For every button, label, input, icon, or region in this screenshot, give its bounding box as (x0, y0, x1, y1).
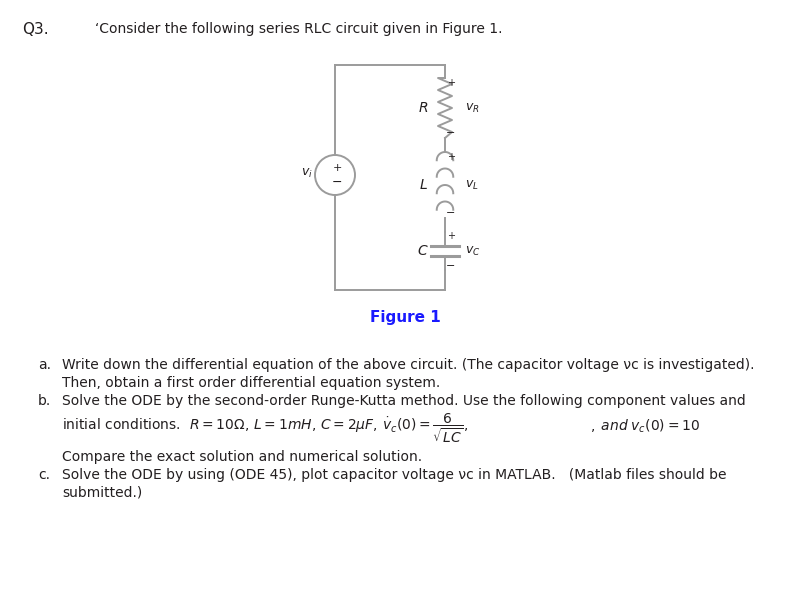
Text: −: − (446, 128, 456, 138)
Text: Write down the differential equation of the above circuit. (The capacitor voltag: Write down the differential equation of … (62, 358, 755, 372)
Text: submitted.): submitted.) (62, 486, 142, 500)
Text: $L$: $L$ (418, 178, 427, 192)
Text: Q3.: Q3. (22, 22, 49, 37)
Text: Solve the ODE by the second-order Runge-Kutta method. Use the following componen: Solve the ODE by the second-order Runge-… (62, 394, 746, 408)
Text: Solve the ODE by using (ODE 45), plot capacitor voltage νᴄ in MATLAB.   (Matlab : Solve the ODE by using (ODE 45), plot ca… (62, 468, 727, 482)
Text: a.: a. (38, 358, 51, 372)
Text: Compare the exact solution and numerical solution.: Compare the exact solution and numerical… (62, 450, 422, 464)
Text: Then, obtain a first order differential equation system.: Then, obtain a first order differential … (62, 376, 440, 390)
Text: $v_C$: $v_C$ (465, 244, 481, 257)
Text: +: + (447, 231, 455, 241)
Text: b.: b. (38, 394, 51, 408)
Text: +: + (447, 78, 455, 88)
Text: $v_i$: $v_i$ (301, 166, 313, 179)
Text: −: − (332, 175, 342, 188)
Text: $v_R$: $v_R$ (465, 101, 480, 115)
Text: $C$: $C$ (417, 244, 429, 258)
Text: ‘Consider the following series RLC circuit given in Figure 1.: ‘Consider the following series RLC circu… (95, 22, 502, 36)
Text: $,\;and\;v_c(0)=10$: $,\;and\;v_c(0)=10$ (590, 418, 700, 436)
Text: $v_L$: $v_L$ (465, 178, 479, 191)
Text: +: + (332, 163, 342, 173)
Text: Figure 1: Figure 1 (370, 310, 441, 325)
Text: c.: c. (38, 468, 50, 482)
Text: −: − (446, 208, 456, 218)
Text: +: + (447, 152, 455, 162)
Text: −: − (446, 261, 456, 271)
Text: initial conditions.  $R=10\Omega,\,L=1mH,\,C=2\mu F,\,\dot{v}_c(0)=\dfrac{6}{\sq: initial conditions. $R=10\Omega,\,L=1mH,… (62, 412, 469, 445)
Text: $R$: $R$ (418, 101, 428, 115)
